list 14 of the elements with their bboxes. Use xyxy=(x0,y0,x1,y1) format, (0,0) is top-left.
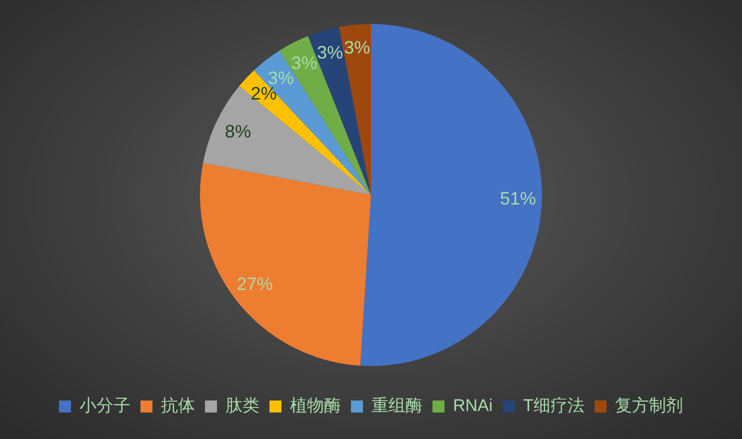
legend-label: T细疗法 xyxy=(523,396,585,416)
data-label: 3% xyxy=(344,38,370,58)
data-label: 3% xyxy=(316,42,343,63)
data-label: 27% xyxy=(236,274,273,294)
data-label: 51% xyxy=(500,188,536,209)
data-label: 3% xyxy=(291,52,318,73)
legend-label: 重组酶 xyxy=(371,396,422,416)
legend-label: 复方制剂 xyxy=(615,396,684,416)
legend-label: 植物酶 xyxy=(290,396,341,416)
legend-label: 肽类 xyxy=(225,396,260,416)
data-label: 8% xyxy=(224,121,251,142)
legend-label: 小分子 xyxy=(79,396,130,416)
legend-label: 抗体 xyxy=(160,396,195,416)
legend-label: RNAi xyxy=(452,396,493,416)
